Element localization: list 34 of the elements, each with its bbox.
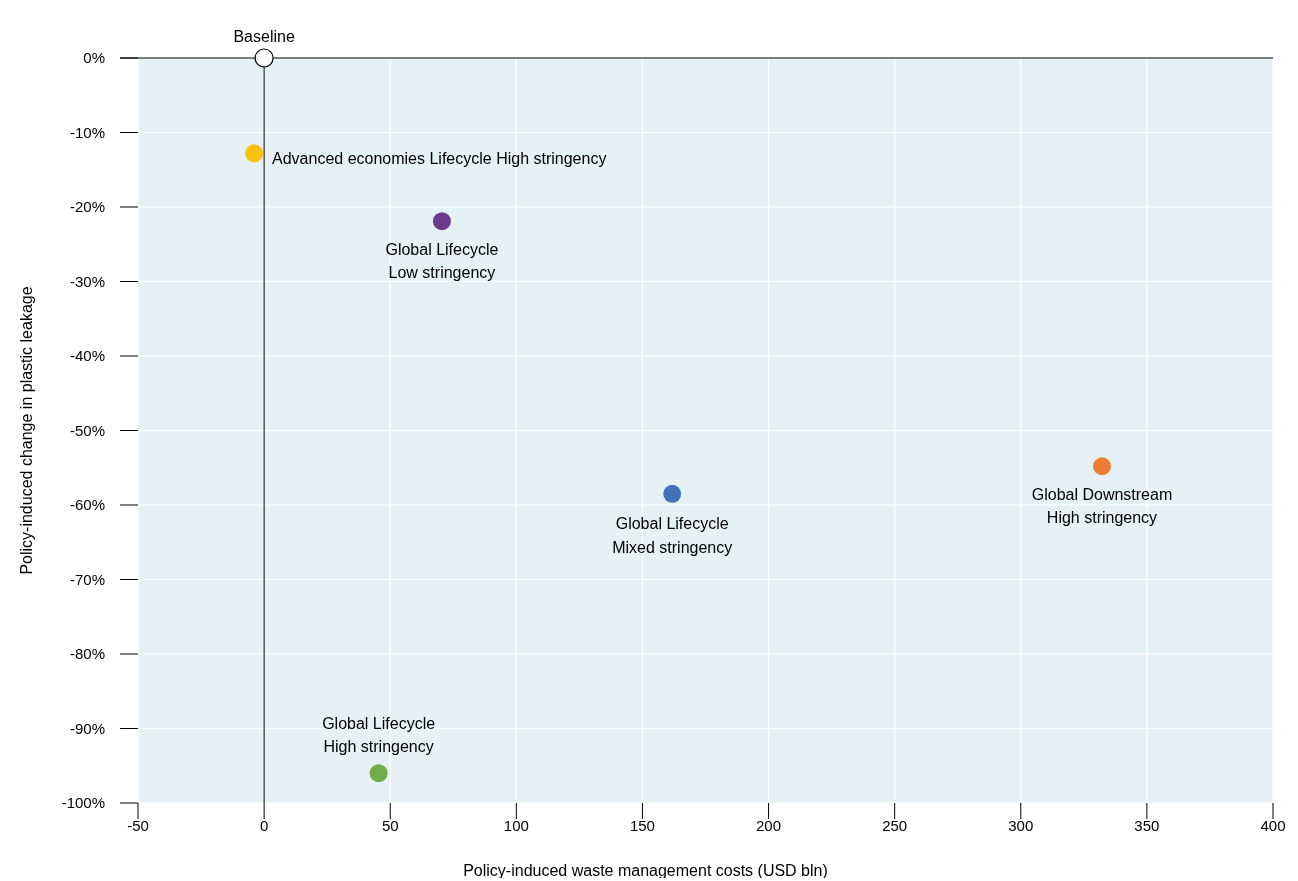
y-tick-label: -80% [69, 645, 105, 663]
y-tick-label: -50% [69, 421, 105, 439]
point [369, 764, 388, 783]
x-tick-label: 400 [1260, 817, 1286, 835]
point [254, 48, 274, 68]
x-tick-label: 150 [629, 817, 655, 835]
y-tick-label: -30% [69, 272, 105, 290]
y-tick-label: -90% [69, 719, 105, 737]
x-tick-label: 100 [503, 817, 529, 835]
y-tick-label: -10% [69, 123, 105, 141]
y-axis-title: Policy-induced change in plastic leakage [18, 286, 35, 575]
x-tick-label: 200 [756, 817, 782, 835]
x-tick-label: 350 [1134, 817, 1160, 835]
point [1092, 457, 1111, 476]
y-tick-label: 0% [83, 49, 105, 67]
point [245, 144, 264, 163]
x-tick-label: 300 [1008, 817, 1034, 835]
x-tick-label: 50 [381, 817, 399, 835]
series-label: Baseline [233, 27, 295, 45]
point [663, 484, 682, 503]
series-label: Global Lifecycle Low stringency [385, 240, 499, 281]
series-label: Advanced economies Lifecycle High stringency [272, 149, 607, 167]
point [432, 212, 451, 231]
series-label: Global Lifecycle High stringency [322, 714, 436, 755]
x-tick-label: 250 [882, 817, 908, 835]
y-tick-label: -100% [61, 794, 105, 812]
x-tick-label: -50 [127, 817, 149, 835]
series-label: Global Downstream High stringency [1031, 485, 1173, 527]
text: Global Lifecycle Mixed stringency [612, 515, 733, 556]
y-tick-label: -40% [69, 347, 105, 365]
y-tick-label: -20% [69, 198, 105, 216]
y-tick-label: -70% [69, 570, 105, 588]
y-tick-label: -60% [69, 496, 105, 514]
x-tick-label: 0 [259, 817, 269, 835]
